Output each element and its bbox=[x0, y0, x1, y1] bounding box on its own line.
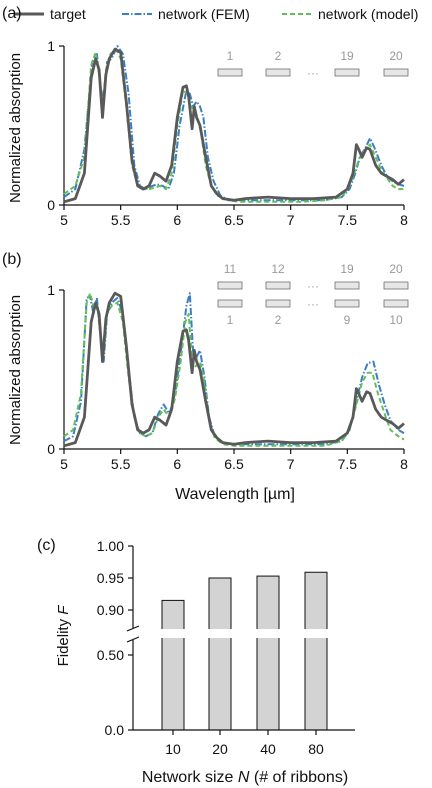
x-tick-label: 5 bbox=[60, 456, 68, 472]
ribbon-inset-a: 1 2 19 20 ··· bbox=[217, 49, 409, 80]
ribbon-number: 2 bbox=[275, 313, 282, 327]
plot-area-c: 0.90 0.95 1.00 0.0 0.50 10 20 40 80 bbox=[97, 538, 367, 757]
bar bbox=[208, 577, 232, 731]
x-tick-label: 8 bbox=[400, 212, 408, 228]
x-tick-label: 6.5 bbox=[224, 456, 244, 472]
ribbon-inset-b: 11 12 19 20···1 2 9 10··· bbox=[217, 262, 409, 327]
x-tick-label: 5.5 bbox=[111, 212, 131, 228]
y-axis-label-c: Fidelity F bbox=[55, 605, 72, 667]
legend-label-fem: network (FEM) bbox=[158, 6, 250, 22]
x-tick-label: 10 bbox=[165, 741, 181, 757]
legend-label-target: target bbox=[50, 6, 86, 22]
ribbon-number: 20 bbox=[389, 262, 403, 276]
panel-c: (c) Fidelity F 0.90 0.95 1.00 0.0 0.50 10 20 40… bbox=[37, 537, 367, 786]
y-axis-label-c-var: F bbox=[55, 605, 72, 615]
series-line-target-b bbox=[63, 291, 405, 448]
panel-b: (b) Normalized absorption 5 5.5 6 6.5 7 7.5 8 0… bbox=[2, 251, 409, 503]
axis-break-mark bbox=[126, 625, 140, 632]
ribbon-rect bbox=[217, 281, 243, 290]
x-tick-label: 6.5 bbox=[224, 212, 244, 228]
ribbon-rect bbox=[265, 299, 291, 308]
bar bbox=[161, 599, 185, 731]
bar bbox=[256, 575, 280, 731]
x-tick-label: 5 bbox=[60, 212, 68, 228]
y-tick-label: 0 bbox=[47, 197, 55, 213]
ribbon-rect bbox=[265, 68, 291, 77]
ribbon-number: 11 bbox=[224, 262, 237, 276]
series-line-fem-b bbox=[63, 292, 405, 446]
series-line-target-a bbox=[63, 47, 405, 204]
ribbon-number: 19 bbox=[340, 49, 354, 63]
y-tick-label: 1 bbox=[47, 282, 55, 298]
axis-break-gap bbox=[127, 629, 367, 638]
x-tick-label: 7.5 bbox=[338, 456, 358, 472]
x-axis-label-b: Wavelength [µm] bbox=[175, 486, 295, 503]
x-tick-label: 6 bbox=[173, 456, 181, 472]
x-tick-label: 6 bbox=[173, 212, 181, 228]
ribbon-rect bbox=[334, 281, 360, 290]
y-tick-label: 1 bbox=[47, 38, 55, 54]
y-axis-label-c-prefix: Fidelity bbox=[55, 615, 72, 667]
y-tick-label: 0.90 bbox=[97, 602, 124, 618]
y-axis-label-a: Normalized absorption bbox=[7, 53, 24, 203]
ribbon-number: 1 bbox=[227, 49, 234, 63]
x-tick-label: 20 bbox=[212, 741, 228, 757]
x-axis-label-c-var: N bbox=[238, 769, 250, 786]
ribbon-ellipsis: ··· bbox=[307, 66, 319, 80]
y-tick-label: 0 bbox=[47, 441, 55, 457]
ribbon-number: 9 bbox=[344, 313, 351, 327]
ribbon-rect bbox=[265, 281, 291, 290]
x-tick-label: 8 bbox=[400, 456, 408, 472]
x-tick-label: 7 bbox=[287, 212, 295, 228]
plot-area-a: 5 5.5 6 6.5 7 7.5 8 0 1 bbox=[47, 38, 408, 228]
x-tick-label: 80 bbox=[308, 741, 324, 757]
ribbon-number: 1 bbox=[227, 313, 234, 327]
legend-label-model: network (model) bbox=[318, 6, 418, 22]
ribbon-number: 20 bbox=[389, 49, 403, 63]
x-tick-label: 5.5 bbox=[111, 456, 131, 472]
x-axis-label-c-prefix: Network size bbox=[142, 769, 238, 786]
x-tick-label: 7.5 bbox=[338, 212, 358, 228]
bar bbox=[304, 571, 328, 731]
ribbon-rect bbox=[217, 68, 243, 77]
ribbon-number: 12 bbox=[271, 262, 285, 276]
ribbon-number: 19 bbox=[340, 262, 354, 276]
ribbon-ellipsis: ··· bbox=[307, 297, 319, 311]
y-tick-label: 0.95 bbox=[97, 570, 124, 586]
series-line-model-b bbox=[63, 292, 405, 447]
series-line-fem-a bbox=[63, 45, 405, 202]
x-tick-label: 40 bbox=[260, 741, 276, 757]
axis-break-mark bbox=[126, 636, 140, 643]
x-tick-label: 7 bbox=[287, 456, 295, 472]
ribbon-rect bbox=[334, 68, 360, 77]
y-tick-label: 0.50 bbox=[97, 647, 124, 663]
x-axis-label-c-suffix: (# of ribbons) bbox=[249, 769, 348, 786]
ribbon-rect bbox=[383, 281, 409, 290]
panel-label-b: (b) bbox=[2, 251, 22, 268]
y-tick-label: 1.00 bbox=[97, 538, 124, 554]
ribbon-ellipsis: ··· bbox=[307, 279, 319, 293]
ribbon-rect bbox=[383, 68, 409, 77]
ribbon-number: 10 bbox=[389, 313, 403, 327]
ribbon-rect bbox=[217, 299, 243, 308]
ribbon-rect bbox=[383, 299, 409, 308]
panel-label-a: (a) bbox=[2, 5, 22, 22]
plot-area-b: 5 5.5 6 6.5 7 7.5 8 0 1 bbox=[47, 282, 408, 472]
panel-label-c: (c) bbox=[37, 537, 56, 554]
y-axis-label-b: Normalized absorption bbox=[7, 295, 24, 445]
x-axis-label-c: Network size N (# of ribbons) bbox=[142, 769, 348, 786]
legend: target network (FEM) network (model) bbox=[14, 6, 418, 22]
ribbon-rect bbox=[334, 299, 360, 308]
panel-a: (a) Normalized absorption 5 5.5 6 6.5 7 7.5 8 0… bbox=[2, 5, 409, 228]
y-tick-label: 0.0 bbox=[105, 722, 125, 738]
ribbon-number: 2 bbox=[275, 49, 282, 63]
